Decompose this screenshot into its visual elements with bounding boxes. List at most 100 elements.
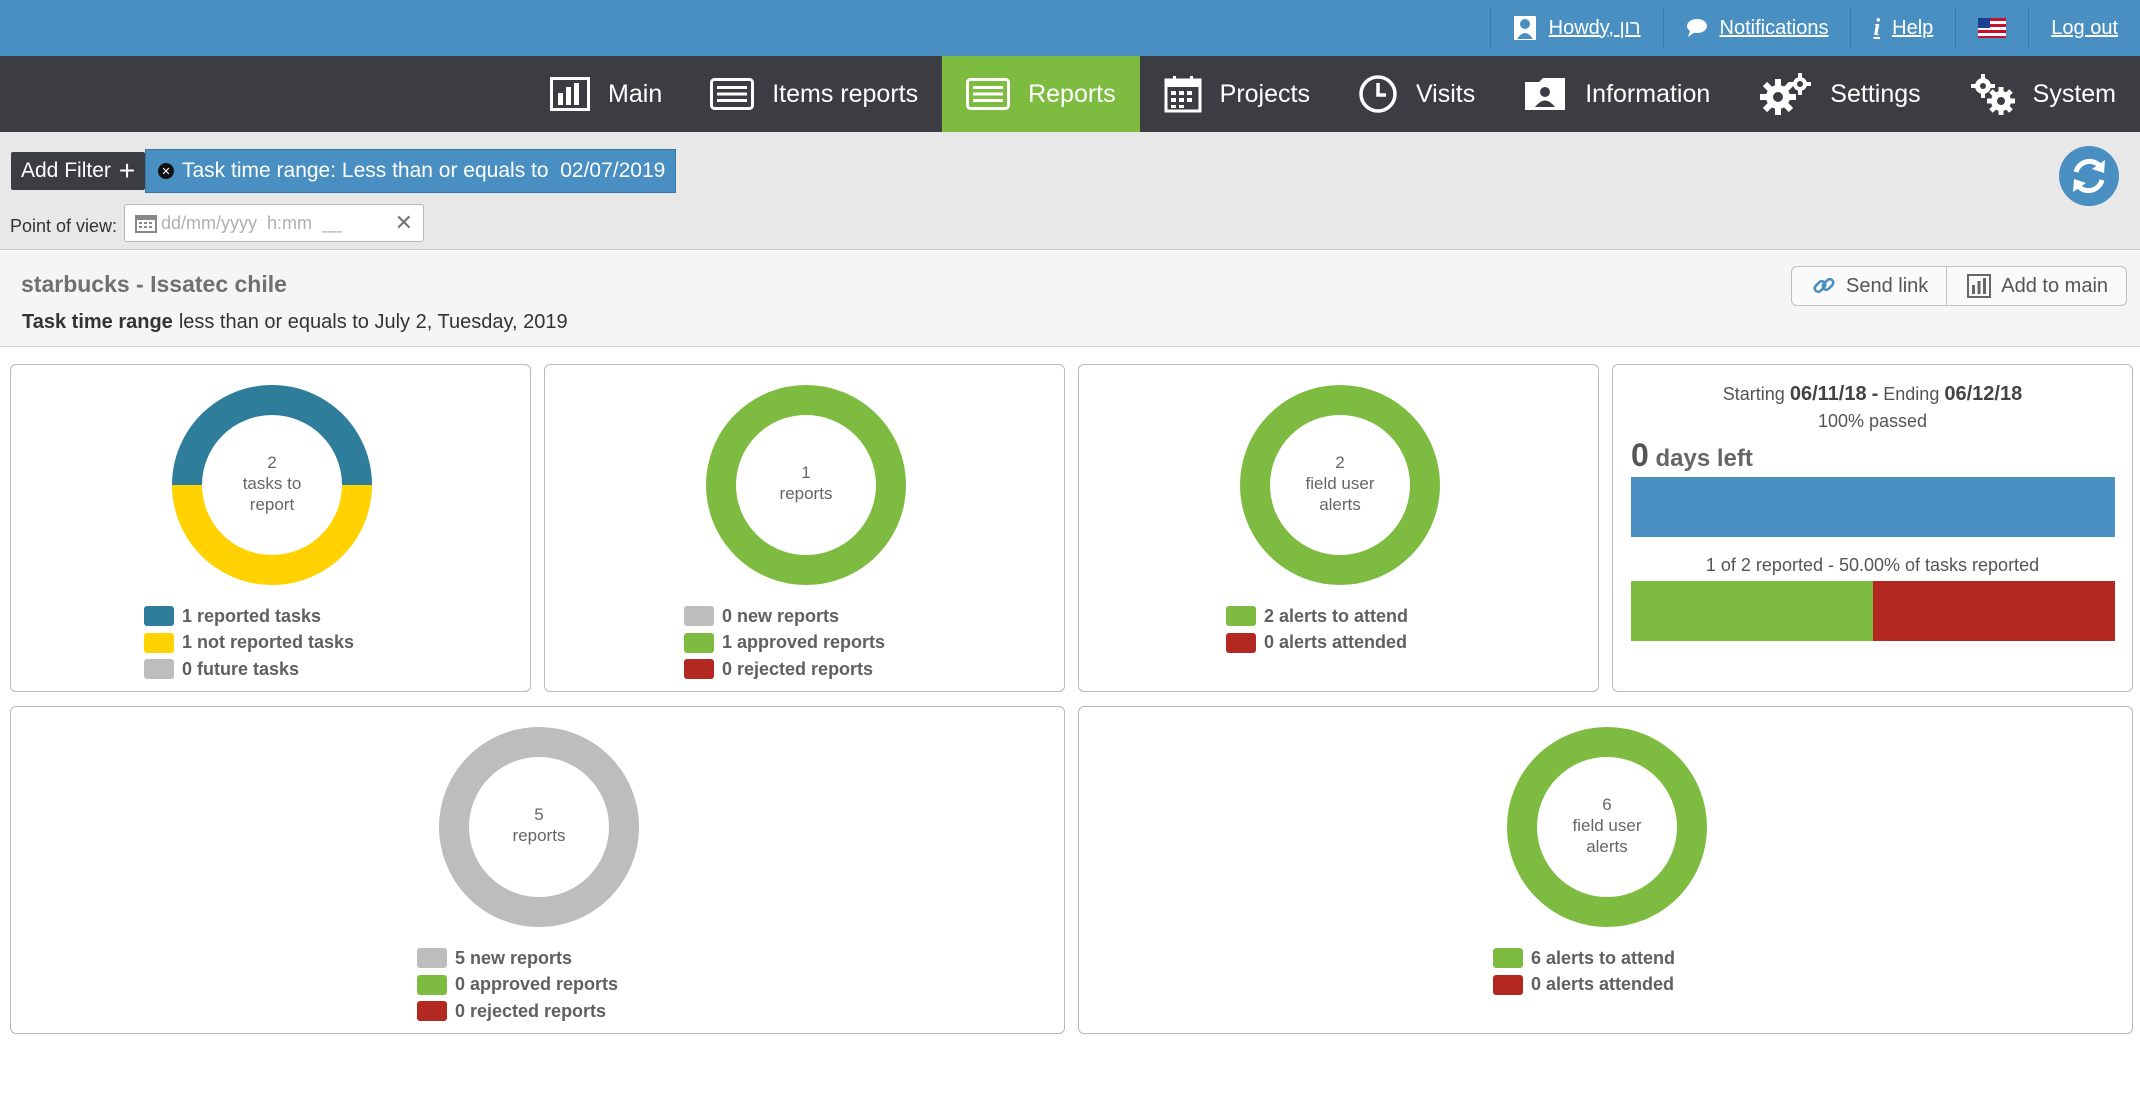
refresh-button[interactable] xyxy=(2059,146,2119,206)
add-to-main-button[interactable]: Add to main xyxy=(1946,267,2126,305)
legend-swatch xyxy=(1493,974,1523,995)
legend-swatch xyxy=(417,1001,447,1022)
filter-chip-label: Task time range: Less than or equals to … xyxy=(182,159,666,182)
legend-swatch xyxy=(684,632,714,653)
range-label: Task time range xyxy=(22,311,173,333)
reported-summary: 1 of 2 reported - 50.00% of tasks report… xyxy=(1705,555,2040,575)
legend-item: 0 future tasks xyxy=(144,656,354,683)
legend-label: 1 not reported tasks xyxy=(182,632,355,653)
donut-caption: field user xyxy=(1305,474,1375,493)
nav-label: System xyxy=(2032,79,2116,108)
nav-label: Reports xyxy=(1028,79,1116,108)
nav-label: Projects xyxy=(1219,79,1310,108)
refresh-icon xyxy=(2067,154,2111,198)
tasks-donut xyxy=(172,385,372,585)
report-header: starbucks - Issatec chile Task time rang… xyxy=(0,251,2140,347)
link-icon xyxy=(1812,274,1836,298)
nav-item-projects[interactable]: Projects xyxy=(1140,56,1334,132)
notifications-text: Notifications xyxy=(1719,16,1829,39)
days-left: 0 days left xyxy=(1631,437,1753,474)
notifications-link[interactable]: Notifications xyxy=(1662,8,1851,48)
nav-item-visits[interactable]: Visits xyxy=(1334,56,1499,132)
add-filter-button[interactable]: Add Filter + xyxy=(11,152,146,190)
user-folder-icon xyxy=(1523,76,1567,112)
legend-swatch xyxy=(417,974,447,995)
report-title: starbucks - Issatec chile xyxy=(21,271,287,297)
reported-segment xyxy=(1631,581,1873,641)
send-link-button[interactable]: Send link xyxy=(1792,267,1946,305)
ending-label: Ending xyxy=(1883,384,1940,404)
howdy-link[interactable]: Howdy, רון xyxy=(1489,8,1663,48)
help-link[interactable]: i Help xyxy=(1850,8,1955,48)
top-links: Howdy, רון Notifications i Help Log out xyxy=(1489,0,2140,56)
bar-chart-icon xyxy=(550,77,591,111)
legend-swatch xyxy=(684,659,714,680)
add-to-main-label: Add to main xyxy=(2001,274,2109,297)
legend-item: 1 approved reports xyxy=(684,630,885,657)
info-icon: i xyxy=(1873,14,1881,41)
nav-item-information[interactable]: Information xyxy=(1499,56,1734,132)
legend-label: 1 approved reports xyxy=(722,632,886,653)
legend-swatch xyxy=(1493,948,1523,969)
all-alerts-legend: 6 alerts to attend 0 alerts attended xyxy=(1493,945,1675,998)
clear-icon[interactable]: ✕ xyxy=(394,210,413,235)
user-icon xyxy=(1513,15,1537,41)
donut-caption: alerts xyxy=(1586,837,1628,856)
nav-item-settings[interactable]: Settings xyxy=(1734,56,1944,132)
logout-text: Log out xyxy=(2051,16,2118,39)
legend-swatch xyxy=(1226,606,1256,627)
alerts-donut xyxy=(1240,385,1440,585)
legend-item: 5 new reports xyxy=(417,945,618,972)
alerts-donut-label: 2 field user alerts xyxy=(1270,452,1410,515)
pov-label: Point of view: xyxy=(10,216,118,236)
remove-filter-icon[interactable]: ✕ xyxy=(158,163,174,179)
all-alerts-card: 6 field user alerts 6 alerts to attend 0… xyxy=(1078,706,2133,1034)
start-date: 06/11/18 xyxy=(1789,383,1867,405)
donut-ring-to-attend xyxy=(1240,385,1440,585)
tasks-donut-label: 2 tasks to report xyxy=(202,452,342,515)
all-alerts-donut-label: 6 field user alerts xyxy=(1537,794,1677,857)
legend-label: 0 new reports xyxy=(722,605,840,626)
nav-item-items-reports[interactable]: Items reports xyxy=(686,56,942,132)
alerts-legend: 2 alerts to attend 0 alerts attended xyxy=(1226,603,1408,656)
filter-chip[interactable]: ✕ Task time range: Less than or equals t… xyxy=(145,149,677,193)
us-flag-icon xyxy=(1978,18,2007,38)
donut-count: 6 xyxy=(1602,795,1612,814)
legend-label: 0 rejected reports xyxy=(455,1000,607,1021)
calendar-icon xyxy=(135,213,157,233)
time-progress-bar xyxy=(1631,477,2115,537)
filter-bar: Add Filter + ✕ Task time range: Less tha… xyxy=(0,132,2140,250)
legend-label: 0 future tasks xyxy=(182,658,300,679)
nav-item-reports[interactable]: Reports xyxy=(942,56,1140,132)
legend-item: 2 alerts to attend xyxy=(1226,603,1408,630)
legend-label: 5 new reports xyxy=(455,947,573,968)
donut-caption: reports xyxy=(779,484,833,503)
main-nav: Main Items reports Reports Projects Visi… xyxy=(0,56,2140,132)
nav-item-system[interactable]: System xyxy=(1945,56,2140,132)
legend-item: 0 rejected reports xyxy=(417,998,618,1025)
days-left-label: days left xyxy=(1655,445,1753,472)
legend-item: 0 alerts attended xyxy=(1226,630,1408,657)
all-reports-donut-label: 5 reports xyxy=(469,804,609,846)
reports-donut-label: 1 reports xyxy=(736,462,876,504)
donut-count: 2 xyxy=(267,453,277,472)
not-reported-segment xyxy=(1873,581,2115,641)
nav-item-main[interactable]: Main xyxy=(526,56,686,132)
gears-icon xyxy=(1969,73,2015,115)
donut-caption: reports xyxy=(512,826,566,845)
end-date: 06/12/18 xyxy=(1944,383,2023,405)
bar-chart-icon xyxy=(1967,274,1992,298)
pov-date-input[interactable]: dd/mm/yyyy h:mm __ ✕ xyxy=(124,204,424,242)
language-link[interactable] xyxy=(1955,8,2028,48)
calendar-icon xyxy=(1164,75,1202,113)
legend-swatch xyxy=(417,948,447,969)
legend-label: 0 alerts attended xyxy=(1531,974,1675,995)
donut-caption: tasks to xyxy=(242,474,302,493)
legend-item: 1 not reported tasks xyxy=(144,630,354,657)
all-reports-card: 5 reports 5 new reports 0 approved repor… xyxy=(10,706,1065,1034)
legend-item: 1 reported tasks xyxy=(144,603,354,630)
logout-link[interactable]: Log out xyxy=(2028,8,2140,48)
top-bar: Howdy, רון Notifications i Help Log out xyxy=(0,0,2140,56)
report-actions: Send link Add to main xyxy=(1791,266,2128,306)
list-icon xyxy=(966,78,1011,110)
